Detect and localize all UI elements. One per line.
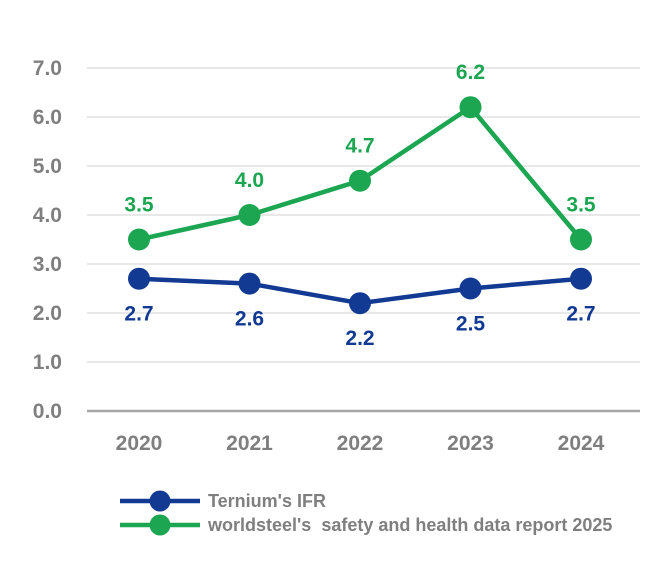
data-label: 2.7 <box>566 303 595 326</box>
series-0: 2.7 2.6 2.2 2.5 2.7 <box>124 267 596 350</box>
gridlines <box>87 67 640 413</box>
x-tick-label: 2023 <box>447 432 494 455</box>
y-tick-label: 5.0 <box>33 155 62 178</box>
data-point-marker <box>128 228 150 251</box>
y-tick-label: 3.0 <box>33 253 62 276</box>
legend-dot <box>149 490 171 512</box>
legend-marker-icon <box>120 490 200 512</box>
y-tick-label: 6.0 <box>33 106 62 129</box>
chart-canvas: 0.0 1.0 2.0 3.0 4.0 5.0 6.0 7.0 2020 2021 2022 2023… <box>33 57 640 455</box>
legend-dot <box>149 514 171 536</box>
y-tick-label: 0.0 <box>33 400 62 423</box>
data-label: 3.5 <box>566 194 596 217</box>
legend-marker-icon <box>120 514 200 536</box>
data-point-marker <box>570 267 592 290</box>
y-tick-label: 2.0 <box>33 302 62 325</box>
data-point-marker <box>128 267 150 290</box>
data-label: 4.0 <box>235 169 264 192</box>
legend-label: worldsteel's safety and health data repo… <box>208 515 613 535</box>
data-label: 2.6 <box>235 308 264 331</box>
legend-item: worldsteel's safety and health data repo… <box>120 513 612 537</box>
x-tick-label: 2022 <box>337 432 384 455</box>
y-tick-label: 7.0 <box>33 57 62 80</box>
x-tick-label: 2021 <box>226 432 273 455</box>
legend-item: Ternium's IFR <box>120 489 612 513</box>
x-tick-label: 2024 <box>558 432 605 455</box>
data-label: 2.7 <box>124 303 153 326</box>
y-tick-label: 4.0 <box>33 204 62 227</box>
y-tick-label: 1.0 <box>33 351 62 374</box>
data-label: 4.7 <box>345 135 374 158</box>
data-label: 2.5 <box>456 313 486 336</box>
legend: Ternium's IFR worldsteel's safety and hea… <box>120 489 612 537</box>
series-1: 3.5 4.0 4.7 6.2 3.5 <box>124 61 596 251</box>
data-point-marker <box>238 272 261 295</box>
data-point-marker <box>349 169 371 192</box>
data-point-marker <box>570 228 592 251</box>
data-point-marker <box>459 277 482 300</box>
legend-label: Ternium's IFR <box>208 491 326 511</box>
data-label: 2.2 <box>345 327 374 350</box>
x-tick-label: 2020 <box>116 432 163 455</box>
data-label: 6.2 <box>456 61 485 84</box>
data-point-marker <box>459 96 482 119</box>
data-point-marker <box>349 292 371 315</box>
data-point-marker <box>238 204 261 226</box>
data-label: 3.5 <box>124 194 154 217</box>
